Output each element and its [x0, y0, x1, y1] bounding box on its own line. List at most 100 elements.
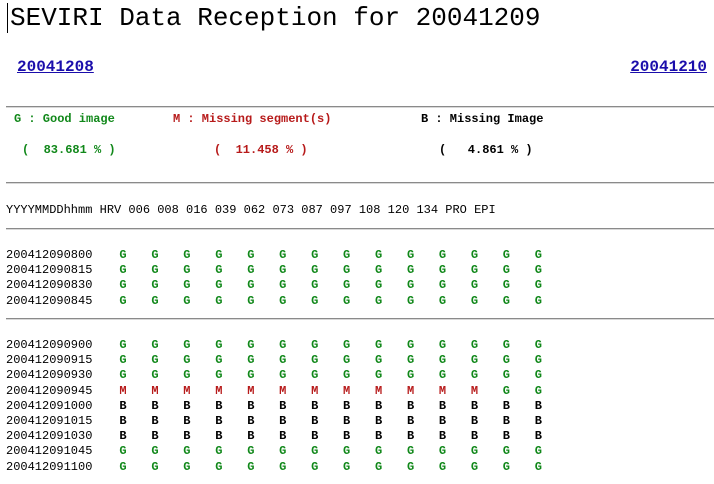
- status-cell: B: [311, 398, 319, 413]
- status-cell: G: [374, 368, 383, 383]
- status-cell: G: [374, 444, 383, 459]
- status-cell: G: [279, 368, 287, 383]
- status-cell: B: [151, 398, 159, 413]
- status-cell: G: [119, 459, 127, 474]
- status-cell: G: [502, 338, 510, 352]
- status-cell: G: [119, 293, 127, 308]
- status-cell: M: [406, 383, 415, 398]
- status-cell: G: [215, 459, 223, 474]
- status-cell: G: [470, 263, 479, 278]
- timestamp-cell: 200412090830: [6, 278, 93, 293]
- status-cell: B: [502, 398, 510, 413]
- status-cell: G: [502, 278, 510, 293]
- legend-missing-image-percent: ( 4.861 % ): [439, 143, 533, 157]
- status-cell: G: [247, 368, 255, 383]
- status-cell: G: [406, 459, 415, 474]
- status-cell: B: [119, 414, 127, 428]
- status-cell: B: [343, 429, 351, 444]
- status-cell: G: [534, 293, 542, 308]
- prev-date-link[interactable]: 20041208: [17, 58, 94, 76]
- timestamp-cell: 200412090945: [6, 383, 93, 398]
- status-cell: B: [470, 429, 479, 444]
- status-cell: B: [247, 414, 255, 428]
- status-cell: B: [534, 429, 542, 444]
- status-cell: B: [215, 414, 223, 428]
- status-cell: B: [247, 398, 255, 413]
- status-cell: G: [438, 459, 447, 474]
- status-cell: M: [151, 383, 159, 398]
- status-cell: G: [215, 263, 223, 278]
- status-cell: B: [151, 429, 159, 444]
- status-cell: G: [151, 278, 159, 293]
- status-cell: G: [183, 338, 191, 352]
- status-cell: G: [374, 263, 383, 278]
- status-cell: G: [406, 248, 415, 262]
- status-cell: G: [151, 459, 159, 474]
- status-cell: G: [119, 444, 127, 459]
- status-cell: G: [438, 263, 447, 278]
- status-cell: G: [374, 353, 383, 368]
- status-cell: G: [151, 353, 159, 368]
- divider: [6, 106, 714, 108]
- divider: [6, 318, 714, 320]
- legend-missing-image-label: B : Missing Image: [421, 112, 544, 126]
- status-cell: G: [311, 338, 319, 352]
- timestamp-cell: 200412091000: [6, 398, 93, 413]
- status-cell: G: [406, 368, 415, 383]
- status-cell: G: [119, 278, 127, 293]
- page-title: SEVIRI Data Reception for 20041209: [7, 3, 541, 33]
- status-cell: G: [502, 368, 510, 383]
- status-cell: G: [247, 338, 255, 352]
- status-cell: G: [119, 368, 127, 383]
- status-cell: B: [406, 398, 415, 413]
- status-cell: B: [502, 429, 510, 444]
- status-cell: G: [534, 278, 542, 293]
- status-cell: G: [374, 278, 383, 293]
- status-cell: G: [534, 383, 542, 398]
- status-cell: G: [151, 444, 159, 459]
- legend-missing-segment-percent: ( 11.458 % ): [214, 143, 308, 157]
- status-cell: G: [183, 278, 191, 293]
- status-cell: G: [343, 248, 351, 262]
- status-cell: G: [279, 278, 287, 293]
- status-cell: G: [502, 444, 510, 459]
- status-cell: B: [119, 429, 127, 444]
- divider: [6, 182, 714, 184]
- status-cell: G: [183, 368, 191, 383]
- status-cell: G: [343, 353, 351, 368]
- status-cell: G: [470, 444, 479, 459]
- status-cell: G: [438, 338, 447, 352]
- status-cell: B: [279, 429, 287, 444]
- status-cell: G: [438, 248, 447, 262]
- legend-missing-segment-label: M : Missing segment(s): [173, 112, 332, 126]
- status-cell: B: [311, 414, 319, 428]
- status-cell: G: [247, 293, 255, 308]
- status-cell: B: [183, 429, 191, 444]
- status-cell: G: [311, 353, 319, 368]
- status-cell: B: [311, 429, 319, 444]
- status-cell: G: [534, 368, 542, 383]
- status-cell: M: [470, 383, 479, 398]
- status-cell: G: [502, 459, 510, 474]
- status-cell: G: [502, 263, 510, 278]
- status-cell: G: [151, 368, 159, 383]
- status-cell: B: [438, 398, 447, 413]
- status-cell: G: [151, 293, 159, 308]
- status-cell: G: [534, 353, 542, 368]
- status-cell: G: [215, 278, 223, 293]
- status-cell: G: [183, 353, 191, 368]
- timestamp-cell: 200412090815: [6, 263, 93, 278]
- next-date-link[interactable]: 20041210: [630, 58, 707, 76]
- status-cell: G: [215, 293, 223, 308]
- status-cell: B: [406, 429, 415, 444]
- timestamp-cell: 200412090900: [6, 338, 93, 352]
- status-cell: G: [438, 278, 447, 293]
- status-cell: G: [470, 248, 479, 262]
- status-cell: G: [151, 338, 159, 352]
- status-cell: M: [311, 383, 319, 398]
- status-cell: G: [374, 248, 383, 262]
- timestamp-cell: 200412091015: [6, 414, 93, 428]
- status-cell: B: [374, 429, 383, 444]
- status-cell: G: [151, 263, 159, 278]
- status-cell: G: [311, 278, 319, 293]
